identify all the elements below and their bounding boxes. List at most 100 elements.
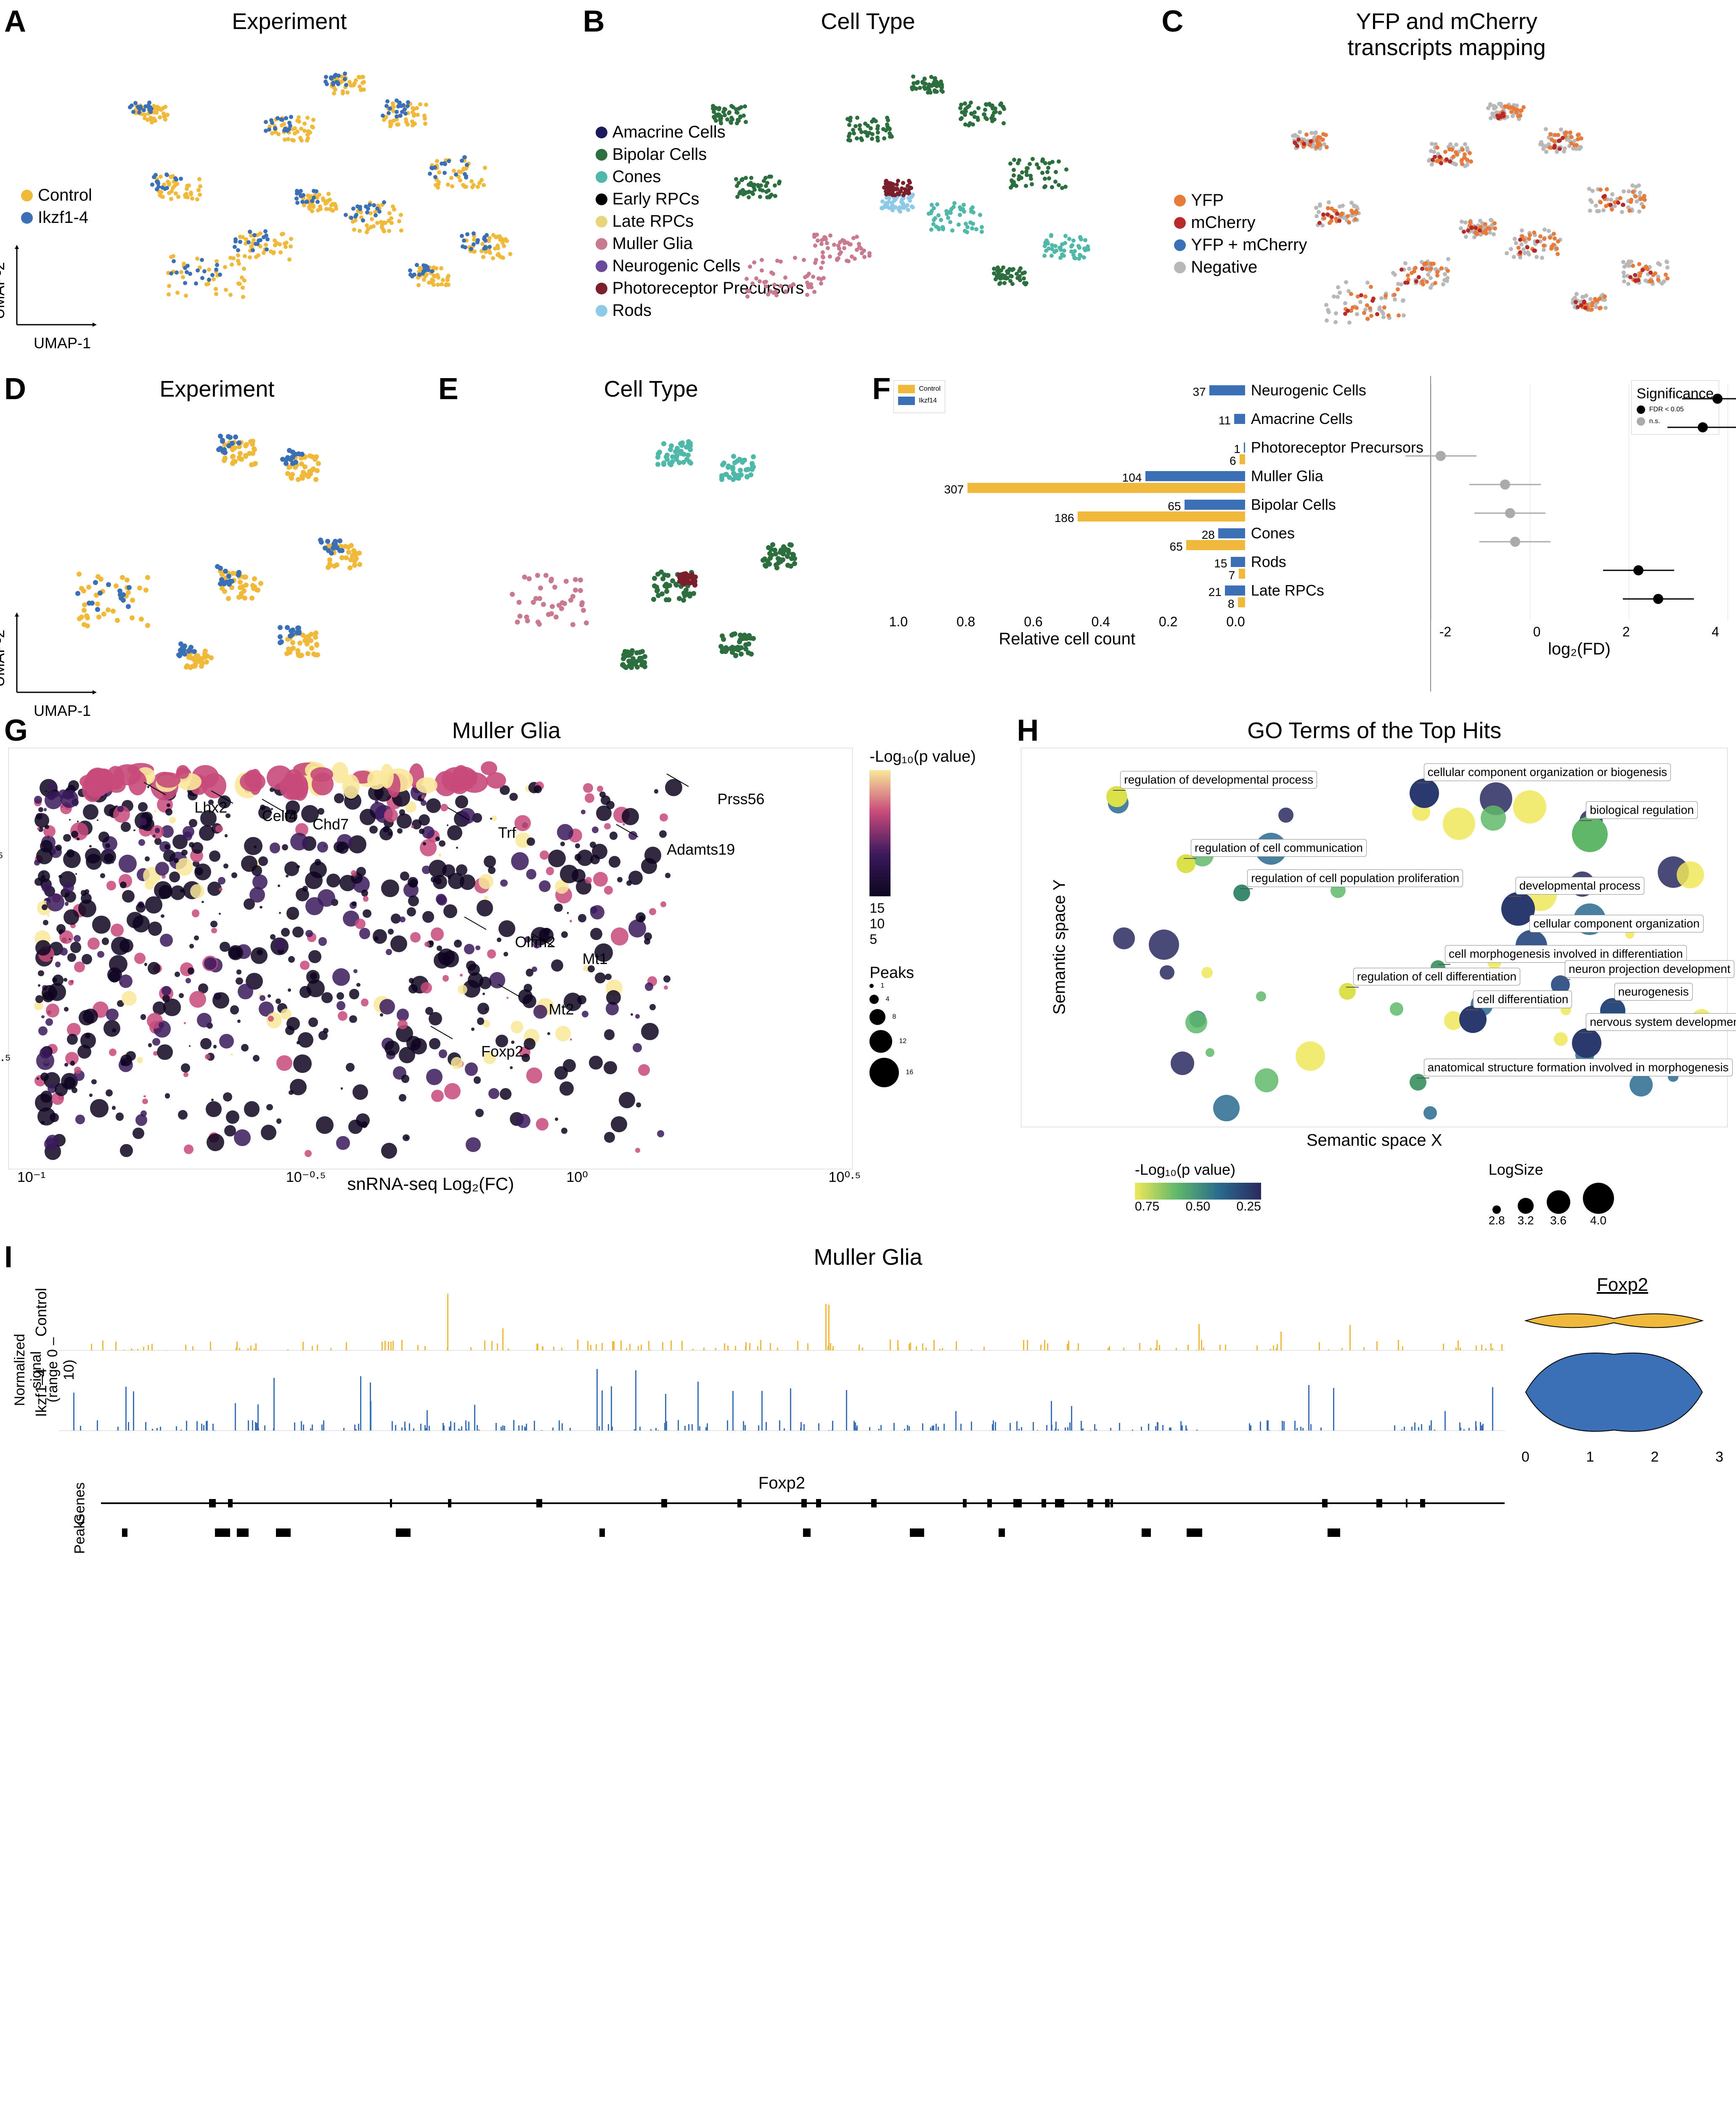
scatter-point — [819, 242, 824, 246]
scatter-point — [996, 275, 1000, 279]
scatter-point — [223, 863, 228, 869]
peak-box — [276, 1528, 291, 1537]
scatter-point — [265, 237, 270, 241]
signal-peak — [1310, 1424, 1312, 1430]
scatter-point — [243, 443, 248, 448]
signal-peak — [508, 1348, 509, 1350]
signal-peak — [1069, 1422, 1071, 1430]
scatter-point — [443, 904, 457, 918]
scatter-point — [134, 953, 146, 964]
signal-peak — [832, 1421, 833, 1430]
signal-peak — [287, 1349, 289, 1351]
scatter-point — [744, 467, 749, 472]
scatter-point — [38, 970, 44, 977]
scatter-point — [200, 258, 204, 262]
scatter-point — [75, 591, 80, 596]
scatter-point — [663, 975, 671, 983]
scatter-point — [397, 813, 412, 829]
scatter-point — [95, 607, 100, 612]
scatter-point — [477, 1003, 489, 1014]
scatter-point — [514, 815, 531, 832]
scatter-point — [280, 118, 284, 122]
signal-peak — [1046, 1425, 1047, 1430]
go-point — [1423, 1106, 1437, 1120]
scatter-point — [47, 914, 50, 917]
scatter-point — [149, 107, 154, 111]
scatter-point — [297, 115, 301, 119]
scatter-point — [582, 1011, 588, 1017]
scatter-point — [112, 1028, 116, 1033]
scatter-point — [98, 832, 109, 842]
fd-dot — [1510, 537, 1520, 547]
scatter-point — [140, 1014, 146, 1020]
scatter-point — [1665, 276, 1670, 281]
signal-peak — [404, 1422, 406, 1430]
panel-h-legends: -Log₁₀(p value) 0.750.500.25 LogSize 2.8… — [1021, 1161, 1728, 1227]
scatter-point — [289, 244, 293, 249]
scatter-point — [1060, 242, 1064, 246]
scatter-point — [201, 901, 204, 903]
legend-label: mCherry — [1191, 213, 1255, 232]
scatter-point — [515, 620, 520, 625]
scatter-point — [619, 1092, 635, 1108]
scatter-point — [763, 176, 768, 180]
scatter-point — [295, 201, 299, 205]
scatter-point — [251, 947, 268, 964]
scatter-point — [1325, 212, 1330, 217]
signal-peak — [1421, 1424, 1422, 1430]
scatter-point — [1432, 150, 1436, 154]
scatter-point — [957, 222, 961, 227]
scatter-point — [735, 184, 739, 188]
tick-label: 0.0 — [1226, 614, 1245, 630]
scatter-point — [293, 1054, 312, 1073]
go-point — [1296, 1041, 1325, 1071]
scatter-point — [855, 136, 859, 140]
scatter-point — [45, 791, 63, 809]
dot-row — [1431, 384, 1728, 413]
signal-peak — [1021, 1427, 1022, 1430]
signal-peak — [273, 1378, 275, 1430]
scatter-point — [516, 1114, 530, 1128]
scatter-point — [158, 115, 162, 119]
signal-peak — [818, 1423, 819, 1430]
scatter-point — [223, 265, 227, 269]
scatter-point — [341, 91, 345, 95]
signal-peak — [938, 1427, 939, 1430]
size-swatch — [869, 1009, 885, 1025]
annotation-rows: Foxp2 Genes Peaks — [59, 1474, 1505, 1543]
signal-peak — [257, 1404, 259, 1430]
signal-peak — [310, 1428, 311, 1430]
signal-peak — [236, 1342, 238, 1350]
panel-h: H GO Terms of the Top Hits Semantic spac… — [1021, 718, 1728, 1227]
dot-row — [1431, 413, 1728, 442]
scatter-point — [971, 210, 975, 215]
signal-peak — [312, 1425, 313, 1430]
callout-line — [1579, 1032, 1592, 1033]
go-point — [1255, 1068, 1279, 1092]
scatter-point — [918, 86, 922, 90]
scatter-point — [1590, 307, 1594, 312]
scatter-point — [987, 102, 991, 106]
scatter-point — [224, 1125, 236, 1137]
scatter-point — [948, 220, 952, 224]
scatter-point — [488, 1088, 499, 1099]
signal-peak — [128, 1422, 129, 1430]
scatter-point — [471, 1028, 474, 1031]
scatter-point — [436, 185, 440, 190]
scatter-point — [537, 622, 542, 627]
scatter-point — [435, 159, 439, 163]
scatter-point — [1349, 292, 1353, 296]
scatter-point — [310, 454, 315, 459]
panel-i: I Muller Glia Normalized signal (range 0… — [8, 1244, 1728, 1543]
scatter-point — [290, 461, 295, 466]
exon — [801, 1499, 807, 1507]
signal-peak — [323, 1420, 324, 1430]
signal-peak — [343, 1428, 345, 1430]
scatter-point — [436, 275, 440, 280]
scatter-point — [526, 869, 537, 879]
scatter-point — [148, 922, 162, 935]
tick-label: 2 — [1651, 1449, 1659, 1465]
scatter-point — [176, 195, 180, 199]
signal-peak — [1443, 1344, 1444, 1350]
signal-peak — [692, 1424, 693, 1430]
